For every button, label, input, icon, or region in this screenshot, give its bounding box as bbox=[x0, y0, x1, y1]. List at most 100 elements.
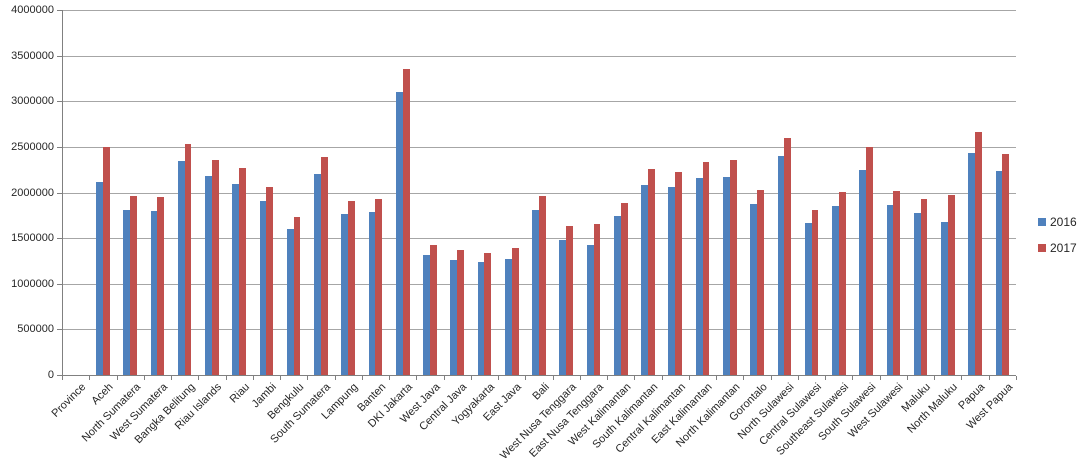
bar-2016 bbox=[259, 201, 267, 375]
x-axis-tick bbox=[307, 376, 309, 380]
x-axis-line bbox=[62, 375, 1016, 376]
legend-swatch-2016-icon bbox=[1038, 218, 1046, 226]
bar-2016 bbox=[559, 239, 567, 375]
x-axis-tick bbox=[334, 376, 336, 380]
x-axis-tick bbox=[280, 376, 282, 380]
bar-2016 bbox=[423, 255, 430, 375]
bar-2017 bbox=[348, 200, 355, 375]
bar-2016 bbox=[641, 184, 649, 375]
bar-2016 bbox=[722, 176, 730, 375]
gridline bbox=[62, 10, 1016, 11]
x-axis-tick bbox=[579, 376, 581, 380]
bar-2017 bbox=[648, 168, 655, 375]
bar-2017 bbox=[838, 192, 846, 375]
x-axis-tick bbox=[62, 376, 63, 380]
legend: 2016 2017 bbox=[1038, 214, 1077, 266]
y-axis-tick bbox=[57, 375, 62, 376]
bar-2016 bbox=[995, 170, 1003, 375]
bar-2017 bbox=[402, 68, 410, 375]
bar-2017 bbox=[511, 248, 519, 375]
gridline bbox=[62, 146, 1016, 148]
x-axis-tick bbox=[988, 376, 990, 380]
gridline bbox=[62, 55, 1016, 57]
bar-2017 bbox=[947, 194, 955, 375]
y-axis-tick bbox=[57, 283, 62, 285]
bar-2017 bbox=[811, 210, 819, 375]
bar-2017 bbox=[539, 196, 546, 375]
bar-2016 bbox=[286, 228, 294, 375]
bar-2016 bbox=[232, 183, 240, 375]
x-axis-tick bbox=[389, 376, 391, 380]
bar-2017 bbox=[866, 146, 873, 375]
x-axis-label: Riau bbox=[227, 381, 252, 406]
bar-2016 bbox=[668, 187, 676, 375]
x-axis-tick bbox=[252, 376, 254, 380]
bar-2017 bbox=[702, 161, 710, 375]
x-axis-tick bbox=[361, 376, 363, 380]
x-axis-tick bbox=[906, 376, 908, 380]
y-axis-label: 3000000 bbox=[11, 95, 54, 108]
bar-2016 bbox=[205, 176, 212, 375]
x-axis-tick bbox=[443, 376, 445, 380]
y-axis-label: 2500000 bbox=[11, 140, 54, 153]
y-axis-tick bbox=[57, 192, 62, 194]
x-axis-tick bbox=[716, 376, 718, 380]
y-axis-label: 4000000 bbox=[11, 4, 54, 16]
bar-2017 bbox=[784, 137, 792, 375]
bar-2017 bbox=[429, 245, 437, 375]
bar-2016 bbox=[504, 258, 512, 375]
y-axis-tick bbox=[57, 238, 62, 240]
bar-2017 bbox=[675, 171, 683, 375]
x-axis-tick bbox=[661, 376, 663, 380]
bar-2016 bbox=[450, 259, 458, 375]
bar-2017 bbox=[293, 217, 301, 375]
x-axis-tick bbox=[225, 376, 227, 380]
x-axis-tick bbox=[498, 376, 500, 380]
x-axis-tick bbox=[171, 376, 173, 380]
bar-2016 bbox=[695, 177, 703, 375]
bar-2017 bbox=[457, 250, 465, 375]
bar-2017 bbox=[375, 198, 383, 375]
bar-2016 bbox=[941, 221, 948, 375]
y-axis-label: 1000000 bbox=[11, 277, 54, 290]
bar-2016 bbox=[804, 222, 812, 375]
bar-2016 bbox=[859, 169, 867, 375]
legend-swatch-2017-icon bbox=[1038, 244, 1046, 252]
bar-2016 bbox=[886, 204, 894, 375]
bar-2017 bbox=[566, 226, 574, 375]
y-axis-tick bbox=[57, 10, 62, 11]
x-axis-tick bbox=[961, 376, 963, 380]
y-axis-label: 1500000 bbox=[11, 232, 54, 245]
bar-2016 bbox=[341, 214, 349, 375]
bar-2017 bbox=[593, 224, 601, 375]
bar-2017 bbox=[102, 146, 110, 375]
bar-2016 bbox=[777, 156, 785, 375]
bar-2017 bbox=[157, 197, 165, 375]
bar-2017 bbox=[130, 196, 137, 375]
bar-2016 bbox=[613, 216, 621, 375]
bar-2016 bbox=[586, 244, 594, 375]
bar-2017 bbox=[729, 159, 737, 375]
bar-2017 bbox=[893, 190, 901, 375]
y-axis-tick bbox=[57, 146, 62, 148]
bar-2016 bbox=[314, 173, 321, 375]
x-axis-tick bbox=[934, 376, 936, 380]
x-axis-tick bbox=[198, 376, 200, 380]
bar-2016 bbox=[150, 210, 158, 375]
bar-2017 bbox=[1002, 154, 1010, 375]
bar-2016 bbox=[532, 210, 539, 375]
x-axis-tick bbox=[116, 376, 118, 380]
x-axis-tick bbox=[797, 376, 799, 380]
bar-2017 bbox=[211, 159, 219, 375]
y-axis-label: 2000000 bbox=[11, 186, 54, 199]
x-axis-label: Province bbox=[49, 381, 89, 420]
bar-2017 bbox=[920, 199, 928, 375]
y-axis-label: 0 bbox=[47, 369, 54, 381]
x-axis-tick bbox=[470, 376, 472, 380]
bar-2016 bbox=[177, 161, 185, 375]
x-axis-tick bbox=[607, 376, 609, 380]
x-axis-tick bbox=[634, 376, 636, 380]
bar-2017 bbox=[184, 143, 192, 375]
gridline bbox=[62, 192, 1016, 194]
